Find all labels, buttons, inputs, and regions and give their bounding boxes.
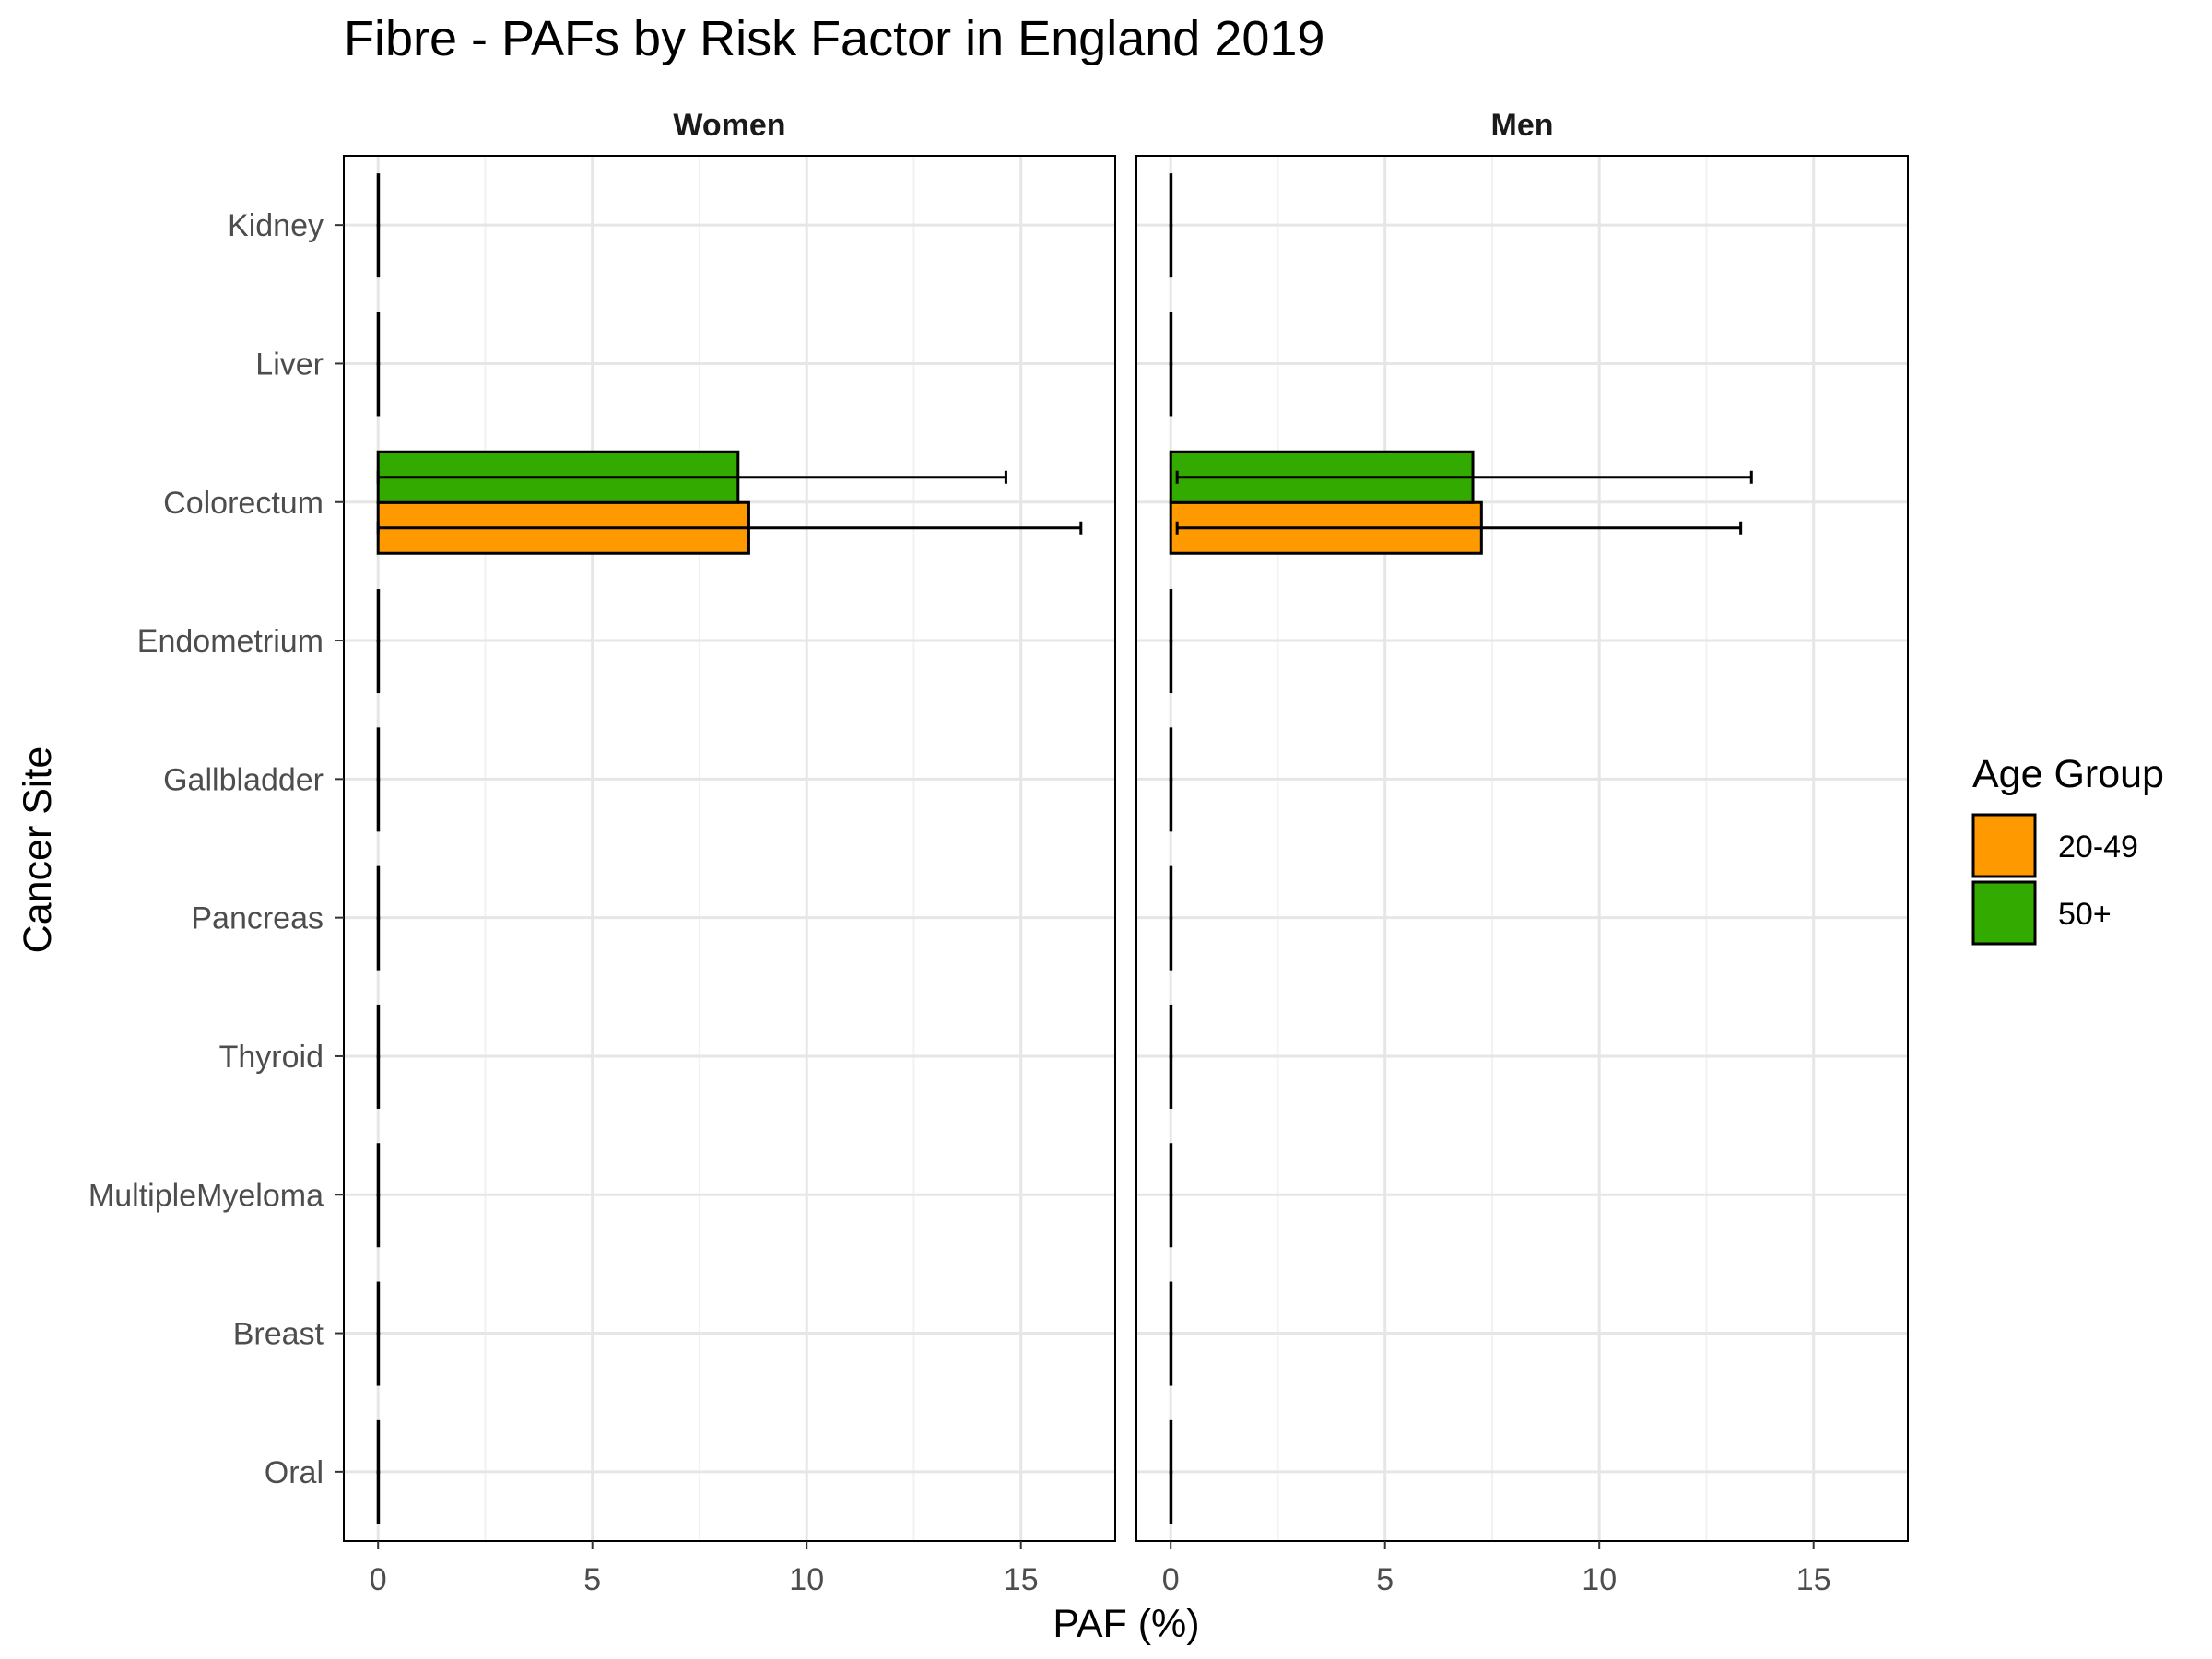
bar-women-gallbladder-20-49 bbox=[376, 778, 381, 832]
legend-label-20-49: 20-49 bbox=[2058, 830, 2138, 865]
panel-strip-label: Men bbox=[1491, 108, 1554, 143]
panel-border bbox=[343, 155, 1116, 1542]
bar-women-oral-20-49 bbox=[376, 1470, 381, 1524]
bar-women-gallbladder-50 bbox=[376, 727, 381, 782]
y-tick-label-pancreas: Pancreas bbox=[191, 901, 324, 936]
x-axis-title: PAF (%) bbox=[1053, 1602, 1199, 1646]
x-tick-label: 10 bbox=[789, 1562, 824, 1597]
panel-women: Women 0 5 10 15 bbox=[343, 108, 1116, 1597]
legend-title: Age Group bbox=[1972, 752, 2164, 796]
panel-strip-label: Women bbox=[673, 108, 785, 143]
bar-women-multiplemyeloma-50 bbox=[376, 1143, 381, 1197]
bar-women-breast-50 bbox=[376, 1281, 381, 1335]
x-tick-label: 15 bbox=[1796, 1562, 1831, 1597]
legend-key-50 bbox=[1971, 880, 2037, 946]
y-tick-label-endometrium: Endometrium bbox=[137, 624, 324, 659]
y-tick-label-gallbladder: Gallbladder bbox=[163, 762, 324, 797]
bar-women-multiplemyeloma-20-49 bbox=[376, 1194, 381, 1248]
bar-women-liver-50 bbox=[376, 312, 381, 366]
legend-key-20-49 bbox=[1971, 813, 2037, 878]
bar-women-breast-20-49 bbox=[376, 1332, 381, 1386]
x-tick-label: 15 bbox=[1004, 1562, 1039, 1597]
bar-women-endometrium-20-49 bbox=[376, 640, 381, 694]
bar-women-pancreas-50 bbox=[376, 865, 381, 920]
bar-women-pancreas-20-49 bbox=[376, 916, 381, 971]
bar-women-kidney-20-49 bbox=[376, 224, 381, 278]
y-tick-label-oral: Oral bbox=[265, 1455, 324, 1490]
bar-women-oral-50 bbox=[376, 1419, 381, 1474]
x-tick-label: 0 bbox=[1162, 1562, 1180, 1597]
y-axis-title: Cancer Site bbox=[16, 747, 60, 954]
bar-women-thyroid-50 bbox=[376, 1004, 381, 1058]
y-tick-label-thyroid: Thyroid bbox=[219, 1040, 324, 1075]
y-tick-label-kidney: Kidney bbox=[228, 208, 324, 243]
panels: Women 0 5 10 15 Men 0 5 10 15 Kidney Liver Colorectu… bbox=[88, 108, 1909, 1597]
x-tick-label: 10 bbox=[1582, 1562, 1617, 1597]
bar-women-kidney-50 bbox=[376, 173, 381, 228]
x-tick-label: 5 bbox=[1376, 1562, 1394, 1597]
chart-title: Fibre - PAFs by Risk Factor in England 2… bbox=[344, 11, 1324, 66]
bar-women-thyroid-20-49 bbox=[376, 1054, 381, 1109]
legend: Age Group 20-49 50+ bbox=[1971, 752, 2164, 946]
y-axis: Kidney Liver Colorectum Endometrium Gallblad… bbox=[88, 208, 344, 1490]
panel-men: Men 0 5 10 15 bbox=[1135, 108, 1909, 1597]
y-tick-label-liver: Liver bbox=[255, 347, 324, 382]
y-tick-label-multiplemyeloma: MultipleMyeloma bbox=[88, 1178, 324, 1213]
y-tick-label-breast: Breast bbox=[233, 1317, 324, 1352]
bar-women-endometrium-50 bbox=[376, 589, 381, 643]
y-tick-label-colorectum: Colorectum bbox=[163, 486, 324, 521]
bar-women-liver-20-49 bbox=[376, 362, 381, 417]
panel-border bbox=[1135, 155, 1909, 1542]
x-tick-label: 0 bbox=[370, 1562, 387, 1597]
x-tick-label: 5 bbox=[583, 1562, 601, 1597]
legend-label-50: 50+ bbox=[2058, 897, 2112, 932]
